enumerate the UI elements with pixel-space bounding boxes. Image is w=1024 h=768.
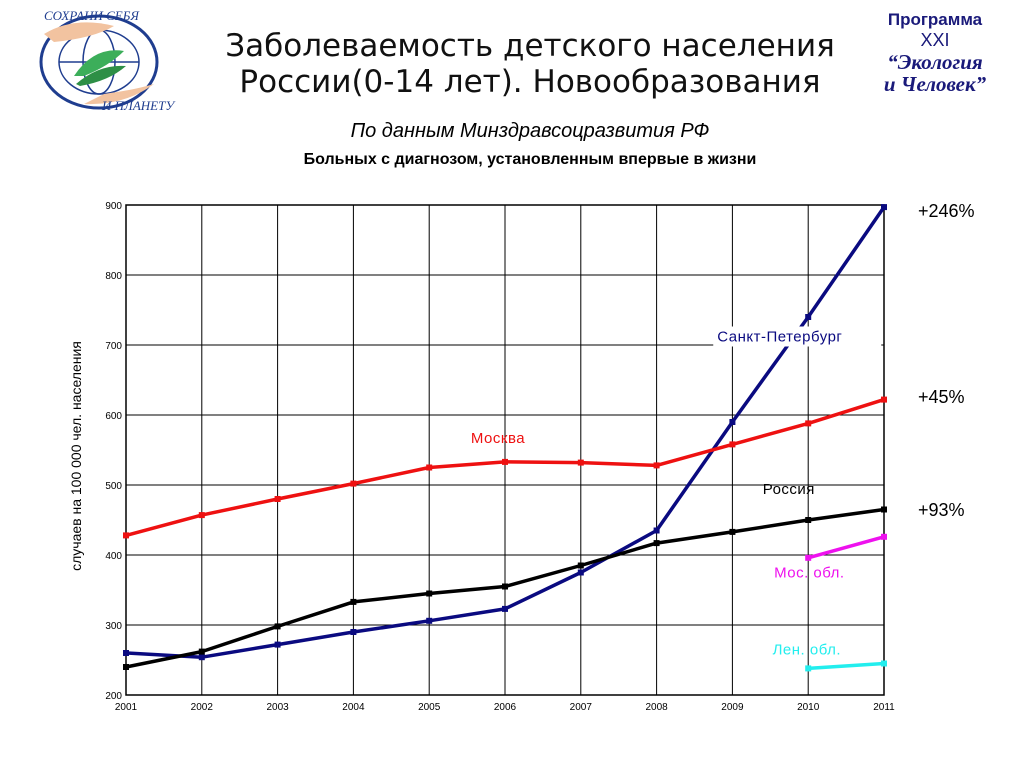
data-point [350, 629, 357, 635]
data-point [881, 660, 887, 667]
x-tick-label: 2004 [342, 702, 365, 713]
x-tick-label: 2009 [721, 702, 744, 713]
data-point [805, 314, 812, 320]
plot-frame [125, 204, 885, 696]
data-point [198, 648, 205, 655]
logo-left-bottom-text: И ПЛАНЕТУ [101, 98, 176, 113]
title-line2: России(0-14 лет). Новообразования [239, 64, 821, 100]
data-point [123, 664, 129, 670]
data-point [881, 533, 887, 540]
data-point [881, 506, 887, 513]
data-point [502, 605, 508, 612]
x-tick-label: 2003 [266, 702, 289, 713]
page-title: Заболеваемость детского населения России… [200, 28, 860, 100]
data-point [653, 540, 660, 547]
data-point [274, 623, 281, 630]
y-tick-label: 500 [105, 481, 122, 492]
x-tick-label: 2002 [191, 702, 214, 713]
logo-right-line1: Программа [887, 10, 983, 29]
moscow-percent: +45% [918, 387, 965, 407]
data-point [502, 583, 508, 590]
data-point [350, 480, 357, 487]
series-label-bg [713, 326, 882, 347]
data-point [577, 459, 584, 466]
data-point [198, 512, 205, 519]
logo-right-line4: и Человек” [883, 72, 987, 96]
data-point [729, 441, 736, 448]
data-point [426, 464, 433, 471]
data-point [577, 562, 584, 569]
x-tick-label: 2007 [570, 702, 593, 713]
x-tick-label: 2011 [873, 702, 895, 713]
x-tick-label: 2005 [418, 702, 441, 713]
x-tick-label: 2001 [115, 702, 138, 713]
data-point [350, 598, 357, 605]
y-tick-label: 400 [105, 551, 122, 562]
series-label-3: Мос. обл. [774, 564, 845, 581]
data-point [805, 517, 812, 523]
data-point [729, 419, 736, 425]
logo-left-top-text: СОХРАНИ СЕБЯ [44, 8, 140, 23]
y-tick-label: 700 [105, 341, 122, 352]
series-label-0: Санкт-Петербург [717, 329, 842, 346]
spb-percent: +246% [918, 201, 975, 221]
series-label-4: Лен. обл. [773, 641, 841, 658]
data-point [426, 590, 433, 597]
data-point [653, 462, 660, 469]
series-label-2: Россия [763, 481, 815, 498]
y-tick-label: 800 [105, 271, 122, 282]
data-point [729, 528, 736, 535]
y-axis-label: случаев на 100 000 чел. населения [68, 341, 84, 571]
data-point [577, 569, 584, 576]
y-tick-label: 200 [105, 691, 122, 702]
russia-percent: +93% [918, 500, 965, 520]
series-label-1: Москва [471, 430, 525, 447]
y-tick-label: 900 [105, 201, 122, 212]
y-tick-label: 600 [105, 411, 122, 422]
data-point [123, 650, 129, 656]
data-point [653, 527, 660, 534]
page-subtitle2: Больных с диагнозом, установленным вперв… [303, 151, 757, 168]
data-point [274, 641, 281, 648]
data-point [426, 617, 433, 624]
x-tick-label: 2008 [645, 702, 668, 713]
data-point [805, 665, 812, 672]
logo-right: Программа XXI “Экология и Человек” [860, 10, 1010, 95]
x-tick-label: 2010 [797, 702, 820, 713]
data-point [881, 204, 887, 211]
x-tick-label: 2006 [494, 702, 517, 713]
data-point [502, 458, 508, 465]
globe-hands-icon: СОХРАНИ СЕБЯ И ПЛАНЕТУ [39, 8, 176, 113]
series-line-3 [807, 535, 885, 560]
page-subtitle: По данным Минздравсоцразвития РФ [350, 120, 710, 142]
data-point [805, 554, 812, 561]
data-point [198, 654, 205, 661]
data-point [881, 396, 887, 403]
logo-right-line2: XXI [920, 30, 950, 50]
logo-left: СОХРАНИ СЕБЯ И ПЛАНЕТУ [14, 6, 184, 114]
title-line1: Заболеваемость детского населения [225, 28, 835, 64]
data-point [805, 420, 812, 427]
series-line-4 [808, 661, 885, 671]
data-point [274, 496, 281, 502]
y-tick-label: 300 [105, 621, 122, 632]
logo-right-line3: “Экология [887, 50, 983, 74]
data-point [123, 532, 129, 539]
